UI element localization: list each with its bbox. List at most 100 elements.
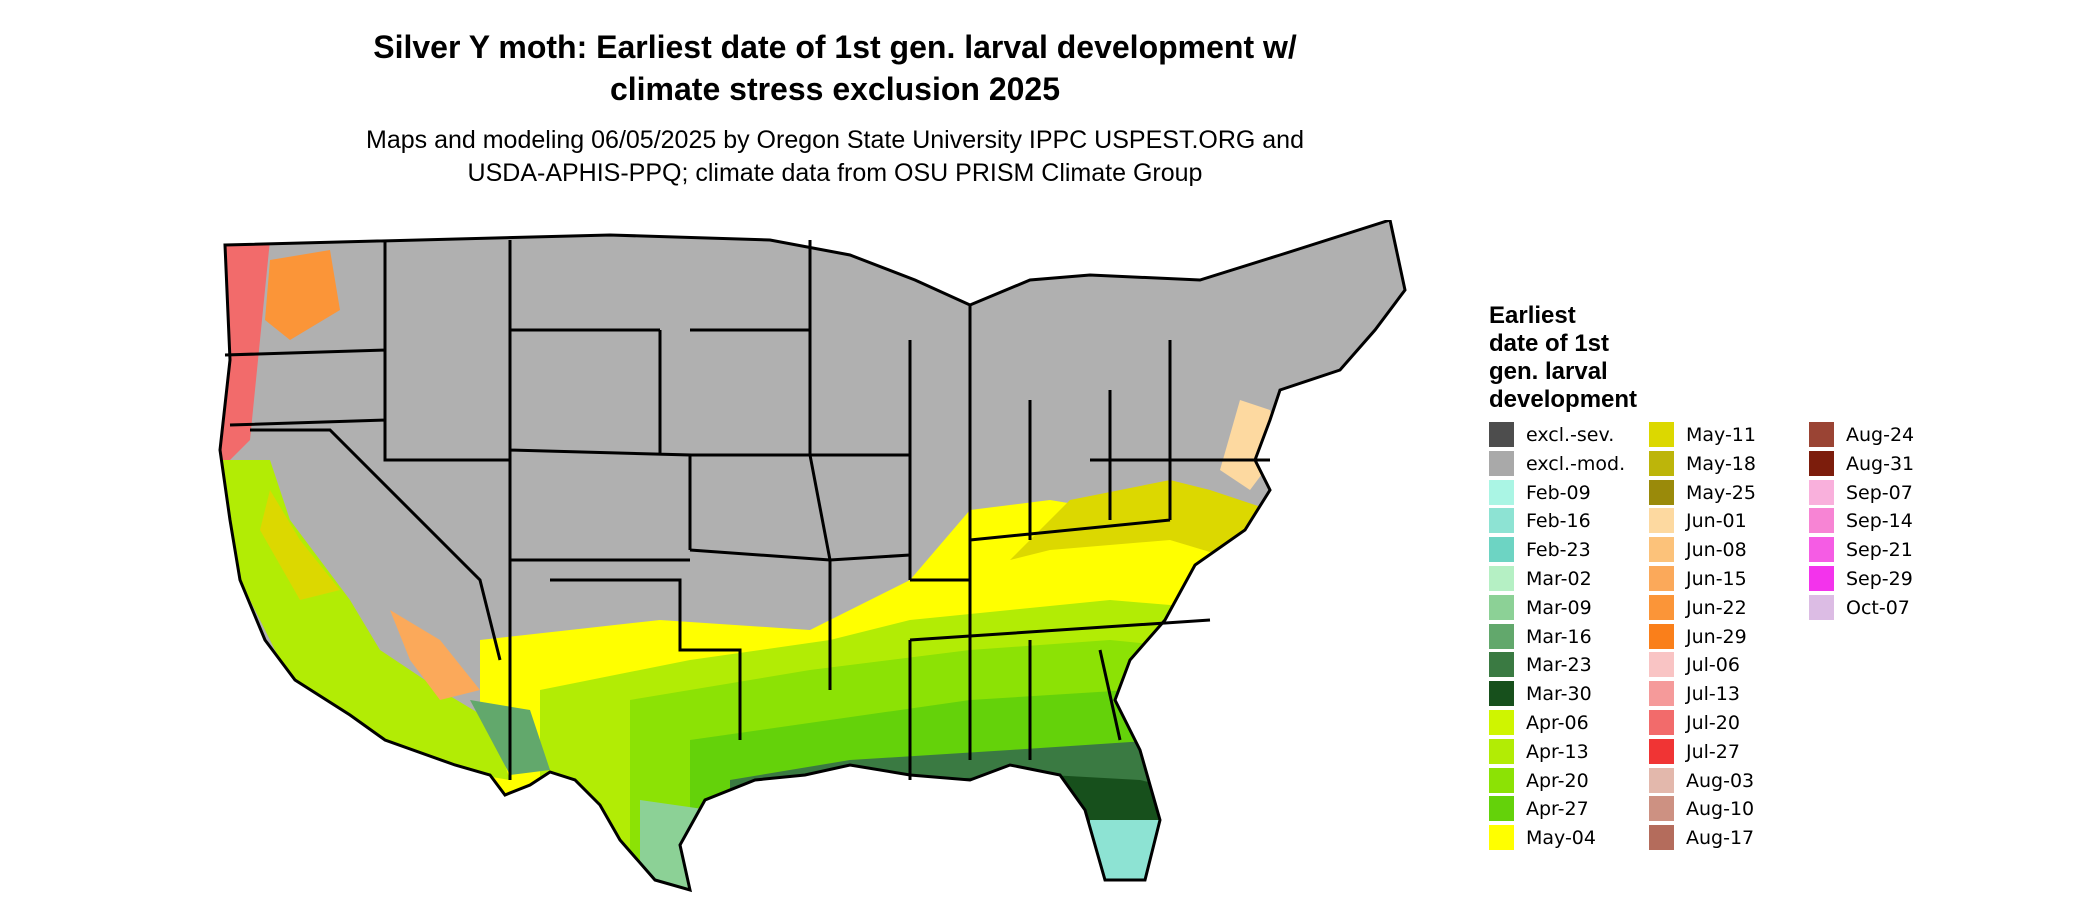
legend-label: Jun-01 [1686, 510, 1747, 533]
legend-swatch [1489, 594, 1514, 620]
legend-item: Apr-06 [1489, 710, 1639, 735]
legend-label: excl.-mod. [1526, 452, 1626, 475]
legend-swatch [1809, 422, 1834, 447]
legend-label: Aug-03 [1686, 769, 1755, 792]
legend-item: Jul-20 [1649, 710, 1799, 735]
legend-label: Jul-20 [1686, 712, 1740, 734]
legend-item: Mar-02 [1489, 566, 1639, 591]
legend-swatch [1649, 681, 1674, 707]
legend-item: Apr-27 [1489, 796, 1639, 822]
legend-label: Sep-14 [1846, 510, 1913, 533]
legend-title-line-2: date of 1st [1489, 330, 1610, 357]
legend-label: Aug-31 [1846, 452, 1915, 475]
legend-label: Jul-27 [1686, 740, 1740, 763]
legend-item: Mar-09 [1489, 594, 1639, 620]
legend-item: May-04 [1489, 825, 1639, 851]
legend-swatch [1489, 479, 1514, 505]
legend-item: excl.-sev. [1489, 422, 1639, 447]
legend-item: Aug-17 [1649, 825, 1799, 851]
legend-label: Sep-07 [1846, 481, 1913, 504]
legend-swatch [1489, 566, 1514, 591]
legend-label: Apr-27 [1526, 798, 1589, 821]
legend-label: Feb-23 [1526, 539, 1591, 562]
legend-swatch [1649, 594, 1674, 620]
legend-item: Sep-14 [1809, 508, 1959, 534]
legend-item: Aug-24 [1809, 422, 1959, 447]
legend-label: Aug-10 [1686, 798, 1755, 821]
legend-swatch [1649, 767, 1674, 793]
legend-item: Jul-13 [1649, 681, 1799, 707]
legend-swatch [1489, 825, 1514, 851]
legend-item: Jul-06 [1649, 652, 1799, 678]
legend-item: Feb-16 [1489, 508, 1639, 534]
legend-label: Oct-07 [1846, 596, 1910, 619]
legend-label: May-18 [1686, 452, 1756, 475]
legend-label: Aug-17 [1686, 827, 1755, 850]
legend-item: Apr-20 [1489, 767, 1639, 793]
legend-item: Oct-07 [1809, 594, 1959, 620]
legend-label: Sep-29 [1846, 568, 1913, 590]
legend-swatch [1489, 796, 1514, 822]
legend-label: May-04 [1526, 827, 1596, 850]
legend-swatch [1649, 796, 1674, 822]
state-borders [218, 220, 1407, 893]
legend-label: Mar-09 [1526, 596, 1592, 619]
legend-label: Mar-30 [1526, 683, 1592, 706]
legend-swatch [1489, 767, 1514, 793]
legend-item: Jun-01 [1649, 508, 1799, 534]
legend-swatch [1489, 652, 1514, 678]
legend-item: Jul-27 [1649, 738, 1799, 764]
legend-label: Mar-02 [1526, 568, 1592, 590]
map-subtitle: Maps and modeling 06/05/2025 by Oregon S… [190, 124, 1480, 190]
legend-swatch [1649, 623, 1674, 649]
legend-swatch [1649, 652, 1674, 678]
legend-swatch [1809, 508, 1834, 534]
legend-item: May-11 [1649, 422, 1799, 447]
legend-label: Jul-13 [1686, 683, 1740, 706]
legend-swatch [1649, 479, 1674, 505]
legend-label: Apr-06 [1526, 712, 1589, 734]
legend-swatch [1809, 479, 1834, 505]
legend-swatch [1649, 422, 1674, 447]
legend-item: Aug-03 [1649, 767, 1799, 793]
legend-item: Feb-23 [1489, 537, 1639, 563]
legend-title-line-3: gen. larval [1489, 358, 1608, 385]
title-line-2: climate stress exclusion 2025 [609, 71, 1061, 107]
legend-item: Sep-21 [1809, 537, 1959, 563]
legend-item: Aug-10 [1649, 796, 1799, 822]
subtitle-line-1: Maps and modeling 06/05/2025 by Oregon S… [366, 126, 1304, 154]
legend-swatch [1489, 738, 1514, 764]
subtitle-line-2: USDA-APHIS-PPQ; climate data from OSU PR… [467, 159, 1203, 187]
legend-item: Aug-31 [1809, 450, 1959, 476]
legend-item: Jun-29 [1649, 623, 1799, 649]
legend-swatch [1489, 710, 1514, 735]
title-line-1: Silver Y moth: Earliest date of 1st gen.… [373, 29, 1297, 65]
map-title: Silver Y moth: Earliest date of 1st gen.… [190, 26, 1480, 110]
legend-item: May-25 [1649, 479, 1799, 505]
legend: Earliest date of 1st gen. larval develop… [1489, 302, 1914, 851]
legend-item: May-18 [1649, 450, 1799, 476]
legend-item: Jun-08 [1649, 537, 1799, 563]
legend-item: Mar-30 [1489, 681, 1639, 707]
legend-swatch [1649, 566, 1674, 591]
legend-swatch [1649, 710, 1674, 735]
legend-label: May-25 [1686, 481, 1756, 504]
legend-label: excl.-sev. [1526, 424, 1615, 446]
legend-title-line-4: development [1489, 386, 1638, 413]
legend-label: Mar-16 [1526, 625, 1592, 648]
legend-title-line-1: Earliest [1489, 302, 1576, 329]
legend-swatch [1649, 738, 1674, 764]
legend-swatch [1649, 537, 1674, 563]
legend-item: Feb-09 [1489, 479, 1639, 505]
legend-swatch [1489, 681, 1514, 707]
legend-swatch [1809, 450, 1834, 476]
legend-label: Jun-29 [1686, 625, 1747, 648]
legend-swatch [1809, 537, 1834, 563]
legend-swatch [1489, 422, 1514, 447]
legend-items: excl.-sev. excl.-mod. Feb-09 Feb-16 Feb-23 Ma… [1489, 422, 2009, 851]
legend-label: Aug-24 [1846, 424, 1915, 446]
legend-swatch [1489, 450, 1514, 476]
legend-item: Sep-29 [1809, 566, 1959, 591]
legend-item: excl.-mod. [1489, 450, 1639, 476]
legend-label: Jun-15 [1686, 568, 1747, 590]
